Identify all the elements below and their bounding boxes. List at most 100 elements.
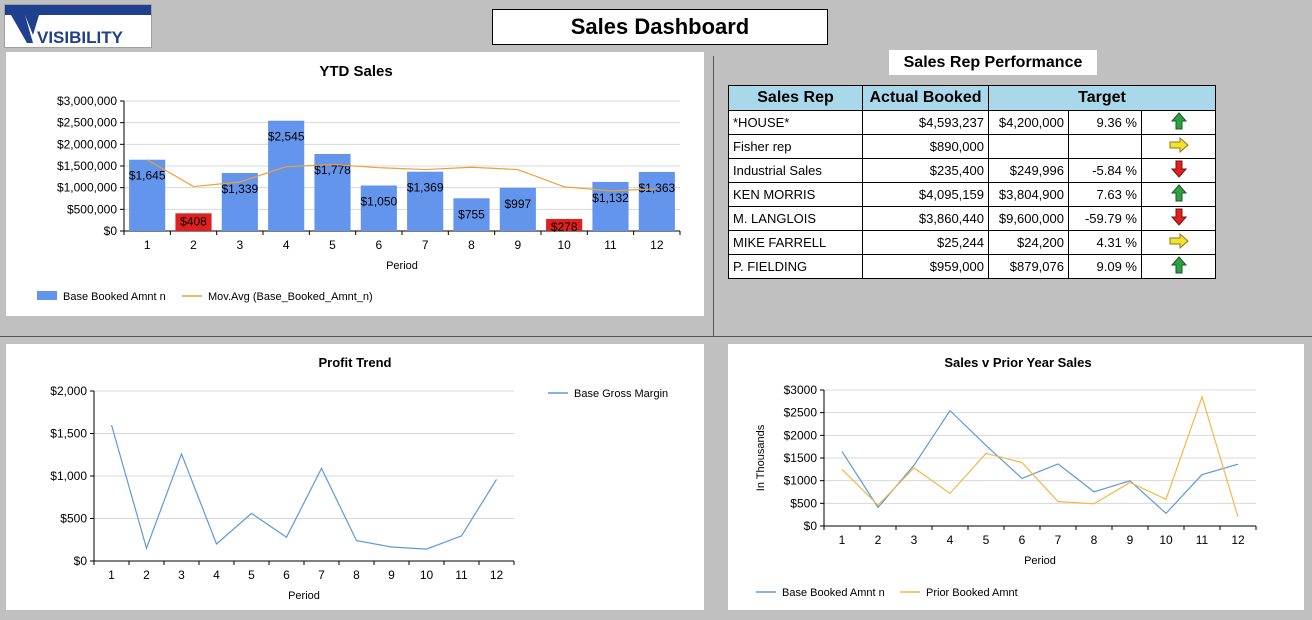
bar <box>638 171 675 231</box>
x-tick-label: 9 <box>388 568 395 582</box>
bar <box>407 171 444 231</box>
x-tick-label: 7 <box>1055 533 1062 547</box>
x-tick-label: 2 <box>875 533 882 547</box>
y-tick-label: $0 <box>804 519 818 533</box>
target-cell: $24,200 <box>988 230 1069 255</box>
bar-data-label: $278 <box>551 220 578 234</box>
rep-name-cell: P. FIELDING <box>728 254 863 279</box>
x-tick-label: 6 <box>283 568 290 582</box>
bar <box>129 159 166 231</box>
table-row: KEN MORRIS $4,095,159 $3,804,900 7.63 % <box>728 182 1216 207</box>
x-tick-label: 12 <box>490 568 504 582</box>
trend-cell <box>1141 110 1216 135</box>
header-sales-rep: Sales Rep <box>728 85 863 111</box>
logo-graphic: VISIBILITY <box>5 5 151 47</box>
actual-booked-cell: $25,244 <box>862 230 989 255</box>
sales-rep-table: Sales Rep Actual Booked Target *HOUSE* $4… <box>728 85 1216 279</box>
actual-booked-cell: $959,000 <box>862 254 989 279</box>
chart-title: Profit Trend <box>319 355 392 370</box>
x-tick-label: 1 <box>839 533 846 547</box>
x-tick-label: 10 <box>557 238 571 252</box>
y-tick-label: $0 <box>74 554 88 568</box>
page-title: Sales Dashboard <box>492 9 828 45</box>
x-tick-label: 1 <box>144 238 151 252</box>
logo-text: VISIBILITY <box>37 28 124 47</box>
bar-data-label: $2,545 <box>268 130 305 144</box>
up-arrow-icon <box>1170 256 1187 274</box>
target-pct-cell <box>1068 134 1142 159</box>
target-cell: $249,996 <box>988 158 1069 183</box>
rep-name-cell: Industrial Sales <box>728 158 863 183</box>
actual-booked-cell: $235,400 <box>862 158 989 183</box>
target-pct-cell: -59.79 % <box>1068 206 1142 231</box>
sales-vs-prior-year-chart: Sales v Prior Year Sales $0 $500 $1000 $1500… <box>755 355 1257 599</box>
bar <box>453 198 490 231</box>
x-tick-label: 11 <box>604 238 617 252</box>
x-tick-label: 2 <box>190 238 197 252</box>
y-axis-label: In Thousands <box>755 424 767 491</box>
x-tick-label: 12 <box>650 238 664 252</box>
target-cell: $3,804,900 <box>988 182 1069 207</box>
table-row: *HOUSE* $4,593,237 $4,200,000 9.36 % <box>728 110 1216 135</box>
bar <box>499 187 536 231</box>
y-tick-label: $2,000,000 <box>57 137 117 151</box>
right-arrow-icon <box>1169 232 1189 250</box>
rep-name-cell: Fisher rep <box>728 134 863 159</box>
y-tick-label: $1000 <box>784 474 818 488</box>
y-tick-label: $1,000,000 <box>57 181 117 195</box>
x-tick-label: 8 <box>468 238 475 252</box>
x-tick-label: 6 <box>375 238 382 252</box>
bar-data-label: $1,778 <box>314 163 351 177</box>
profit-trend-panel: Profit Trend $0 $500 $1,000 $1,500 $2,000 1 2 3 4… <box>6 344 704 610</box>
x-tick-label: 11 <box>1196 533 1209 547</box>
rep-name-cell: M. LANGLOIS <box>728 206 863 231</box>
table-row: M. LANGLOIS $3,860,440 $9,600,000 -59.79 % <box>728 206 1216 231</box>
x-tick-label: 4 <box>947 533 954 547</box>
x-tick-label: 9 <box>1127 533 1134 547</box>
bar-data-label: $1,369 <box>407 181 444 195</box>
x-tick-label: 4 <box>283 238 290 252</box>
header-actual-booked: Actual Booked <box>862 85 989 111</box>
header-target: Target <box>988 85 1216 111</box>
bar-data-label: $1,050 <box>360 195 397 209</box>
y-tick-label: $1,000 <box>50 469 87 483</box>
actual-booked-cell: $3,860,440 <box>862 206 989 231</box>
x-tick-label: 7 <box>318 568 325 582</box>
x-tick-label: 11 <box>455 568 468 582</box>
trend-cell <box>1141 134 1216 159</box>
target-cell <box>988 134 1069 159</box>
x-tick-label: 12 <box>1231 533 1245 547</box>
x-tick-label: 9 <box>514 238 521 252</box>
x-tick-label: 4 <box>213 568 220 582</box>
sales-rep-title: Sales Rep Performance <box>889 50 1097 75</box>
legend-swatch <box>37 291 57 300</box>
bar <box>360 185 397 231</box>
x-tick-label: 10 <box>1159 533 1173 547</box>
x-axis-label: Period <box>386 260 418 272</box>
legend-label: Base Booked Amnt n <box>782 587 885 599</box>
trend-cell <box>1141 230 1216 255</box>
y-tick-label: $500 <box>790 496 817 510</box>
bar-data-label: $1,363 <box>638 181 675 195</box>
trend-cell <box>1141 158 1216 183</box>
x-tick-label: 3 <box>178 568 185 582</box>
x-tick-label: 10 <box>420 568 434 582</box>
y-tick-label: $2,500,000 <box>57 116 117 130</box>
bar-data-label: $1,132 <box>592 191 629 205</box>
y-tick-label: $3,000,000 <box>57 94 117 108</box>
series-line <box>146 159 657 192</box>
horizontal-divider <box>0 336 1312 337</box>
ytd-sales-chart: YTD Sales $0 $500,000 $1,000,000 $1,500,000 $… <box>37 63 681 303</box>
y-tick-label: $500 <box>60 512 87 526</box>
x-tick-label: 2 <box>143 568 150 582</box>
table-row: P. FIELDING $959,000 $879,076 9.09 % <box>728 254 1216 279</box>
ytd-sales-panel: YTD Sales $0 $500,000 $1,000,000 $1,500,000 $… <box>6 52 704 316</box>
x-tick-label: 5 <box>329 238 336 252</box>
vertical-divider <box>713 56 714 336</box>
x-axis-label: Period <box>288 590 320 602</box>
bar <box>175 213 212 231</box>
series-line <box>110 424 498 551</box>
legend-label: Base Gross Margin <box>574 388 668 400</box>
bar-data-label: $1,645 <box>129 169 166 183</box>
down-arrow-icon <box>1170 208 1187 226</box>
